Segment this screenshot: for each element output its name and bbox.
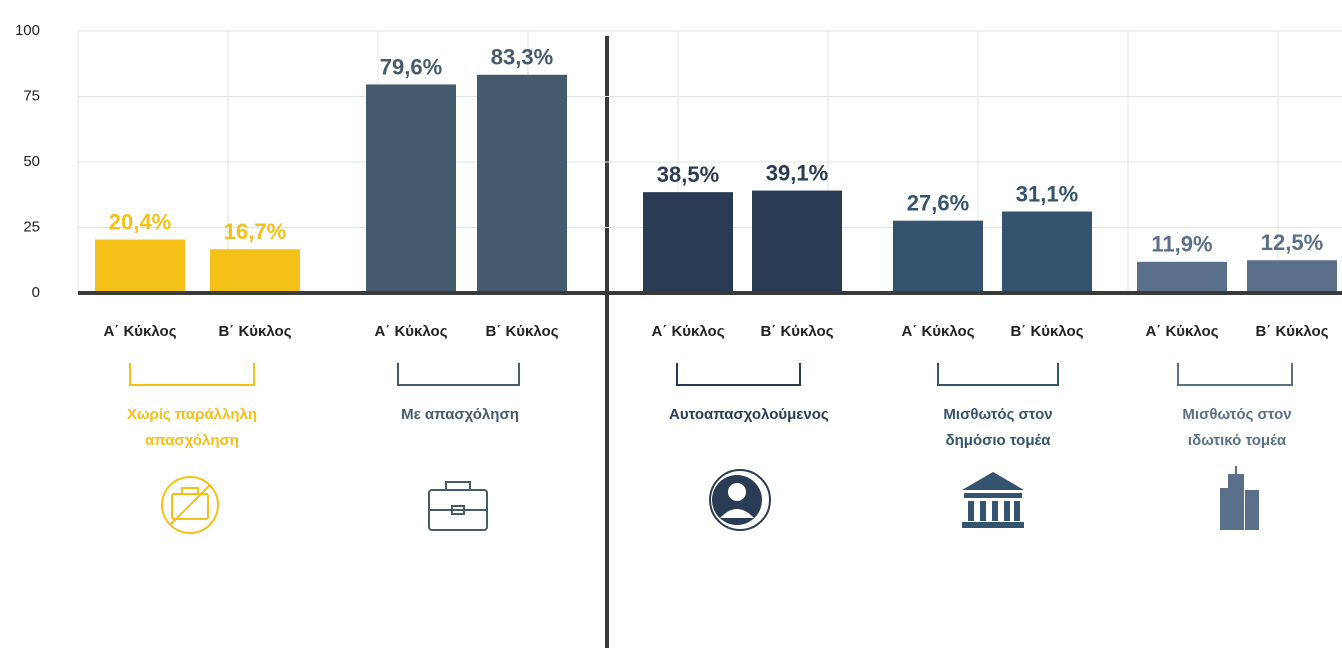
icon-work: [428, 481, 488, 531]
value-label: 31,1%: [1016, 181, 1078, 206]
bar: [95, 239, 185, 293]
y-tick-label: 25: [23, 218, 40, 235]
y-tick-label: 75: [23, 87, 40, 104]
y-tick-label: 100: [15, 22, 40, 39]
bar: [893, 220, 983, 293]
bar: [1247, 260, 1337, 293]
x-tick-label: Α΄ Κύκλος: [374, 323, 447, 340]
icon-public: [962, 472, 1024, 528]
group-label: Χωρίς παράλληλη απασχόληση: [126, 406, 258, 449]
bar: [210, 249, 300, 293]
value-label: 79,6%: [380, 54, 442, 79]
value-label: 11,9%: [1151, 232, 1212, 257]
y-tick-label: 50: [23, 153, 40, 170]
group-label: Αυτοαπασχολούμενος: [669, 406, 829, 423]
bar: [366, 84, 456, 293]
x-tick-label: Β΄ Κύκλος: [1255, 323, 1328, 340]
group-label: Μισθωτός στον ιδωτικό τομέα: [1182, 406, 1292, 449]
x-tick-label: Α΄ Κύκλος: [103, 323, 176, 340]
group-label: Με απασχόληση: [401, 406, 519, 423]
icon-no-work: [161, 476, 219, 534]
value-label: 20,4%: [109, 209, 171, 234]
value-label: 12,5%: [1261, 230, 1323, 255]
x-tick-label: Α΄ Κύκλος: [901, 323, 974, 340]
x-tick-label: Β΄ Κύκλος: [760, 323, 833, 340]
bar: [1137, 261, 1227, 293]
icon-private: [1220, 466, 1259, 530]
value-label: 83,3%: [491, 45, 553, 70]
value-label: 39,1%: [766, 160, 828, 185]
value-label: 16,7%: [224, 219, 286, 244]
value-label: 27,6%: [907, 191, 969, 216]
x-tick-label: Α΄ Κύκλος: [1145, 323, 1218, 340]
bar: [643, 192, 733, 293]
y-tick-label: 0: [32, 284, 40, 301]
x-tick-label: Β΄ Κύκλος: [485, 323, 558, 340]
bar: [752, 190, 842, 293]
x-tick-label: Α΄ Κύκλος: [651, 323, 724, 340]
brackets: [129, 363, 1293, 386]
value-label: 38,5%: [657, 162, 719, 187]
bar: [477, 74, 567, 293]
bar: [1002, 211, 1092, 293]
x-tick-label: Β΄ Κύκλος: [1010, 323, 1083, 340]
icon-self: [709, 469, 771, 531]
group-label: Μισθωτός στον δημόσιο τομέα: [943, 406, 1053, 449]
x-tick-label: Β΄ Κύκλος: [218, 323, 291, 340]
